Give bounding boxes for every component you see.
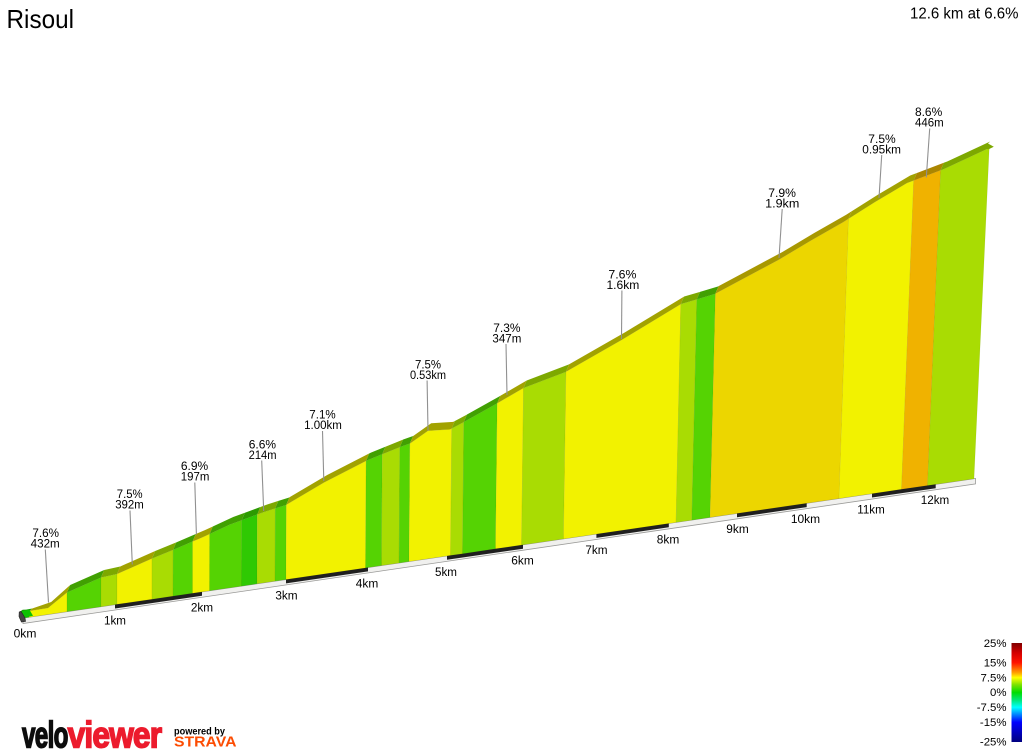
- svg-text:3km: 3km: [275, 588, 297, 602]
- svg-text:7.5%: 7.5%: [981, 672, 1007, 684]
- svg-text:0.53km: 0.53km: [410, 368, 446, 382]
- svg-text:12.6 km at 6.6%: 12.6 km at 6.6%: [910, 6, 1019, 23]
- svg-text:STRAVA: STRAVA: [174, 735, 237, 750]
- svg-text:1km: 1km: [104, 613, 126, 627]
- svg-text:1.00km: 1.00km: [304, 418, 342, 432]
- svg-text:velo: velo: [22, 715, 68, 751]
- svg-text:5km: 5km: [435, 565, 457, 579]
- svg-text:viewer: viewer: [68, 715, 162, 751]
- svg-text:347m: 347m: [492, 331, 521, 345]
- svg-text:15%: 15%: [984, 658, 1007, 670]
- svg-text:1.6km: 1.6km: [606, 278, 639, 292]
- svg-text:12km: 12km: [921, 493, 950, 507]
- svg-text:25%: 25%: [984, 638, 1007, 650]
- svg-text:214m: 214m: [249, 448, 277, 462]
- svg-text:446m: 446m: [915, 116, 944, 130]
- svg-text:0%: 0%: [990, 687, 1006, 699]
- svg-text:8km: 8km: [657, 532, 680, 546]
- svg-text:197m: 197m: [181, 470, 210, 484]
- svg-text:Risoul: Risoul: [7, 4, 75, 34]
- svg-text:392m: 392m: [115, 497, 144, 511]
- svg-text:-15%: -15%: [980, 717, 1007, 729]
- svg-text:-7.5%: -7.5%: [977, 702, 1007, 714]
- svg-text:0.95km: 0.95km: [862, 142, 901, 156]
- svg-text:432m: 432m: [31, 536, 60, 550]
- svg-text:11km: 11km: [857, 503, 885, 517]
- svg-text:4km: 4km: [356, 577, 379, 591]
- svg-text:1.9km: 1.9km: [765, 196, 799, 210]
- svg-text:7km: 7km: [585, 543, 607, 557]
- svg-text:9km: 9km: [726, 522, 748, 536]
- svg-text:10km: 10km: [791, 512, 820, 526]
- svg-text:6km: 6km: [511, 554, 534, 568]
- svg-text:0km: 0km: [14, 627, 37, 641]
- svg-text:-25%: -25%: [980, 737, 1007, 749]
- svg-text:2km: 2km: [191, 601, 213, 615]
